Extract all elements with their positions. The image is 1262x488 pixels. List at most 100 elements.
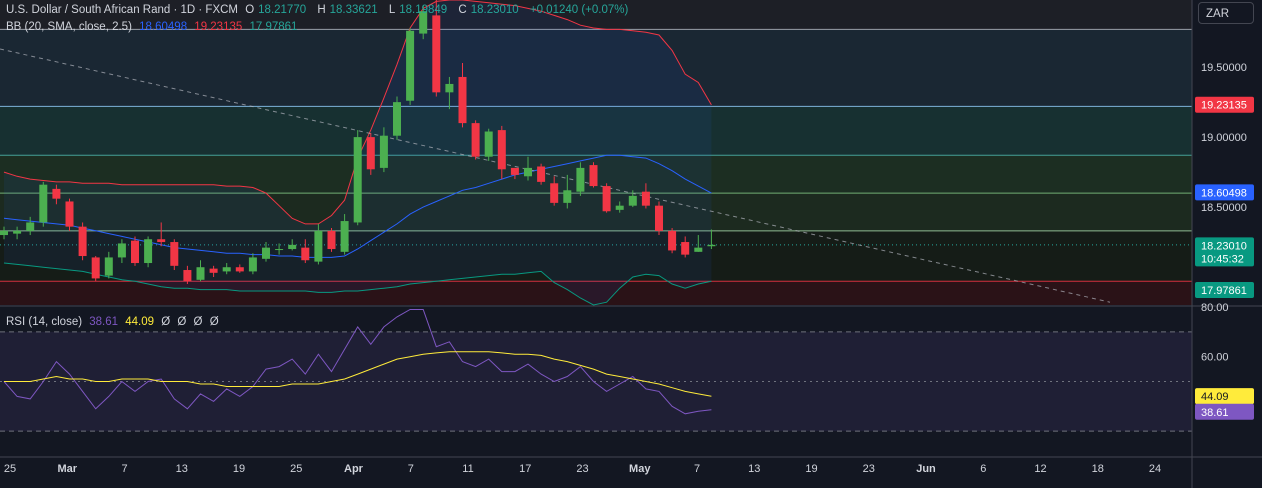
time-tick-label: 12 — [1034, 463, 1046, 475]
time-tick-label: 7 — [694, 463, 700, 475]
candle — [13, 226, 22, 240]
candle-body — [419, 11, 428, 34]
price-tick-label: 19.50000 — [1201, 62, 1247, 74]
lower-price-tag-bg — [1195, 282, 1254, 299]
candle-body — [497, 130, 506, 170]
price-band — [0, 281, 1192, 305]
candle — [196, 260, 205, 282]
bb-upper-value: 19.23135 — [194, 21, 243, 33]
close-value: C 18.23010 — [458, 4, 519, 16]
candle-body — [458, 76, 467, 124]
time-tick-label: 25 — [290, 463, 302, 475]
candle-body — [445, 83, 454, 93]
candle-body — [576, 167, 585, 192]
candle-body — [628, 195, 637, 206]
lower-price-tag: 17.97861 — [1195, 282, 1254, 299]
candle — [183, 265, 192, 285]
candle-body — [707, 244, 716, 247]
rsi-tick-label: 80.00 — [1201, 302, 1229, 314]
time-tick-label: 23 — [863, 463, 875, 475]
candle-body — [537, 166, 546, 182]
candle — [432, 0, 441, 97]
symbol-legend: U.S. Dollar / South African Rand · 1D · … — [6, 4, 632, 16]
candles — [0, 0, 716, 285]
bb-legend[interactable]: BB (20, SMA, close, 2.5) 18.60498 19.231… — [6, 21, 301, 33]
candle — [288, 239, 297, 251]
basis-price-tag-text: 18.60498 — [1201, 187, 1247, 199]
candle — [144, 236, 153, 268]
candle-body — [589, 165, 598, 187]
bb-lower-line — [3, 262, 712, 306]
bb-fill — [4, 0, 712, 305]
candle — [628, 190, 637, 208]
change-value: +0.01240 (+0.07%) — [529, 4, 629, 16]
candle — [366, 132, 375, 175]
low-value: L 18.19849 — [388, 4, 448, 16]
candle-body — [157, 239, 166, 243]
candle-body — [13, 230, 22, 234]
rsi-tag: 38.61 — [1195, 403, 1254, 420]
trendline[interactable] — [0, 48, 1111, 303]
dashed-trendline — [0, 48, 1111, 303]
rsi-tag-bg — [1195, 403, 1254, 420]
bb-basis-line — [3, 154, 712, 258]
rsi-ma-tag-text: 44.09 — [1201, 391, 1229, 403]
bb-basis-value: 18.60498 — [139, 21, 188, 33]
candle-body — [484, 131, 493, 157]
candle-body — [209, 268, 218, 273]
candle — [707, 229, 716, 250]
candle-body — [78, 226, 87, 257]
candle-body — [91, 257, 100, 279]
candle-body — [340, 221, 349, 252]
candle — [52, 184, 61, 205]
candle-body — [183, 270, 192, 282]
rsi-tag-text: 38.61 — [1201, 407, 1229, 419]
candle — [419, 5, 428, 40]
candle-body — [681, 242, 690, 255]
candle — [0, 226, 8, 240]
open-value: O 18.21770 — [245, 4, 307, 16]
candle — [615, 201, 624, 213]
candle — [471, 120, 480, 160]
candle-body — [0, 230, 8, 236]
candle — [131, 236, 139, 266]
price-band — [0, 193, 1192, 231]
candle — [497, 125, 506, 180]
candle — [576, 162, 585, 196]
candle — [209, 265, 218, 278]
candle-body — [52, 188, 61, 199]
candle-body — [314, 230, 323, 262]
rsi-extra-3: Ø — [193, 316, 203, 328]
candle — [248, 253, 257, 275]
candle-body — [393, 102, 401, 136]
candle — [275, 243, 284, 255]
candle-body — [550, 183, 559, 203]
candle — [694, 235, 703, 252]
candle — [510, 167, 519, 180]
candle-body — [563, 190, 572, 203]
candle — [484, 128, 493, 161]
close-price-tag-text: 18.23010 — [1201, 240, 1247, 252]
candle — [157, 222, 166, 247]
candle — [537, 163, 546, 185]
candle — [26, 216, 35, 236]
candle — [563, 174, 572, 209]
rsi-legend[interactable]: RSI (14, close) 38.61 44.09 Ø Ø Ø Ø — [6, 316, 223, 328]
price-tick-label: 18.50000 — [1201, 202, 1247, 214]
candle — [78, 222, 87, 261]
close-price-tag-bg — [1195, 237, 1254, 267]
close-price-tag-text: 10:45:32 — [1201, 253, 1244, 265]
time-tick-label: Jun — [916, 463, 936, 475]
currency-selector[interactable]: ZAR — [1198, 2, 1254, 24]
candle — [458, 62, 467, 128]
candle-body — [668, 230, 677, 251]
candle-body — [65, 201, 74, 227]
rsi-pane — [0, 309, 1192, 432]
high-value: H 18.33621 — [317, 4, 378, 16]
candle-body — [235, 267, 244, 272]
bb-lower-value: 17.97861 — [249, 21, 298, 33]
candle-body — [510, 167, 519, 175]
candle — [327, 228, 336, 252]
candle-body — [222, 267, 231, 272]
